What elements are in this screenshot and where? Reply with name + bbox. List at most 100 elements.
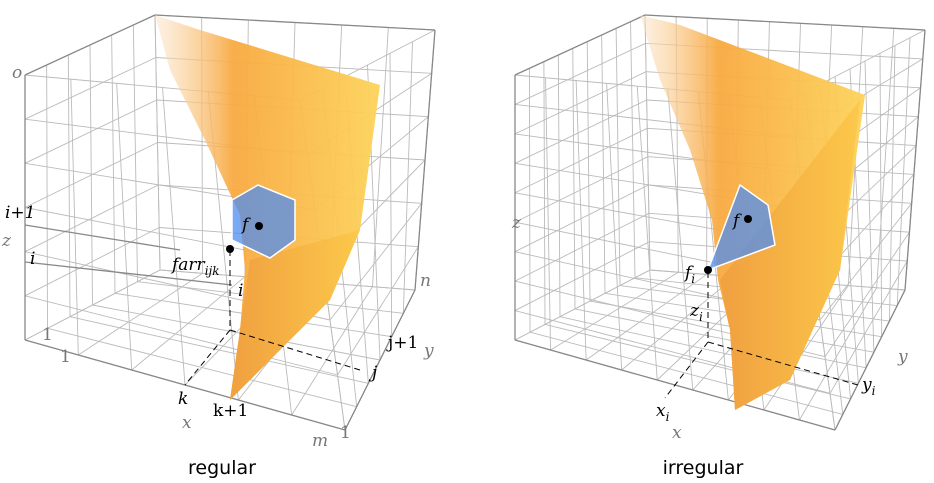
grid-line bbox=[829, 260, 908, 394]
grid-line bbox=[514, 156, 648, 223]
grid-line bbox=[543, 61, 546, 325]
cube-edge bbox=[154, 14, 436, 31]
grid-line bbox=[644, 14, 651, 271]
grid-line bbox=[896, 37, 911, 306]
grid-line bbox=[575, 80, 587, 361]
grid-line bbox=[514, 127, 648, 194]
label-base: farr bbox=[170, 255, 206, 275]
label-base: z bbox=[689, 301, 700, 321]
grid-line bbox=[111, 34, 116, 294]
grid-line bbox=[630, 21, 636, 278]
label-base: x bbox=[656, 401, 666, 421]
label: yi bbox=[861, 375, 876, 398]
label-base: f bbox=[683, 263, 694, 283]
grid-line bbox=[544, 324, 851, 400]
caption: regular bbox=[188, 457, 256, 479]
grid-line bbox=[636, 86, 658, 381]
label: o bbox=[12, 63, 22, 83]
label: xi bbox=[656, 401, 670, 424]
cube-edge bbox=[904, 29, 926, 291]
grid-line bbox=[559, 316, 859, 384]
grid-line bbox=[514, 71, 647, 135]
grid-line bbox=[585, 274, 707, 361]
label: 1 bbox=[42, 325, 53, 345]
label: f bbox=[731, 211, 742, 231]
grid-line bbox=[514, 184, 649, 253]
label: z bbox=[511, 213, 522, 233]
voxel bbox=[231, 184, 296, 259]
label: k bbox=[178, 389, 188, 409]
label: 1 bbox=[340, 423, 351, 443]
label: x bbox=[672, 423, 682, 443]
label-sub: i bbox=[691, 272, 695, 286]
label: 1 bbox=[60, 347, 71, 367]
grid-line bbox=[550, 271, 679, 351]
grid-line bbox=[763, 285, 849, 411]
label-sub: i bbox=[872, 384, 876, 398]
label: farrijk bbox=[170, 255, 220, 278]
label: i bbox=[238, 281, 243, 301]
grid-line bbox=[621, 276, 736, 371]
cube-edge bbox=[414, 29, 436, 291]
point bbox=[226, 245, 234, 253]
label: k+1 bbox=[213, 401, 248, 421]
cube-edge bbox=[834, 289, 906, 431]
grid-line bbox=[529, 331, 843, 415]
label-base: y bbox=[861, 375, 872, 395]
label: z bbox=[1, 231, 12, 251]
grid-line bbox=[402, 41, 413, 314]
label: i+1 bbox=[5, 203, 36, 223]
grid-line bbox=[528, 68, 531, 333]
label: x bbox=[182, 413, 192, 433]
grid-line bbox=[888, 45, 896, 322]
grid-line bbox=[337, 246, 419, 376]
grid-line bbox=[92, 304, 381, 361]
grid-line bbox=[586, 41, 591, 302]
surface-front bbox=[720, 100, 860, 410]
point bbox=[744, 215, 752, 223]
label: j bbox=[368, 363, 378, 383]
slab bbox=[24, 224, 181, 251]
label: i bbox=[30, 249, 35, 269]
grid-line bbox=[799, 287, 878, 421]
voxel bbox=[706, 183, 776, 272]
cube-edge bbox=[644, 14, 926, 31]
grid-line bbox=[879, 53, 883, 337]
cube-edge bbox=[344, 289, 416, 431]
grid-line bbox=[824, 231, 910, 357]
label: m bbox=[312, 431, 328, 451]
grid-line bbox=[601, 34, 606, 294]
label-sub: i bbox=[666, 410, 670, 424]
label: f bbox=[240, 215, 251, 235]
grid-line bbox=[545, 77, 552, 351]
point bbox=[255, 222, 263, 230]
grid-line bbox=[615, 28, 621, 286]
surface-front bbox=[230, 230, 360, 400]
label: zi bbox=[689, 301, 703, 324]
grid-line bbox=[667, 88, 694, 391]
grid-line bbox=[574, 308, 867, 369]
grid-line bbox=[24, 227, 160, 297]
projection bbox=[664, 272, 859, 399]
caption: irregular bbox=[663, 457, 744, 479]
grid-line bbox=[24, 295, 338, 376]
label-sub: ijk bbox=[205, 264, 220, 278]
cube-edge bbox=[24, 14, 156, 76]
grid-line bbox=[514, 42, 646, 105]
label: n bbox=[420, 271, 431, 291]
grid-line bbox=[514, 99, 647, 164]
label: y bbox=[897, 347, 908, 367]
slab bbox=[24, 261, 233, 286]
cube-edge bbox=[514, 14, 646, 76]
point bbox=[704, 266, 712, 274]
grid-line bbox=[557, 54, 561, 317]
grid-line bbox=[514, 269, 651, 341]
grid-line bbox=[514, 241, 650, 311]
label: fi bbox=[683, 263, 695, 286]
grid-line bbox=[572, 48, 576, 309]
label-sub: i bbox=[699, 310, 703, 324]
grid-line bbox=[819, 203, 913, 321]
label: y bbox=[423, 341, 434, 361]
grid-line bbox=[606, 83, 623, 371]
projection bbox=[184, 250, 361, 386]
